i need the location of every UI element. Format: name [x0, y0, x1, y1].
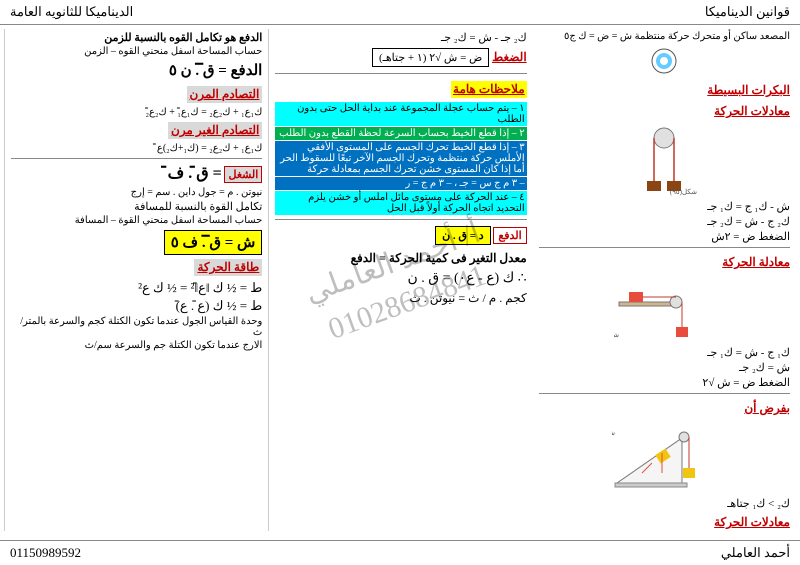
eq-ke2: ط = ½ ك (ع̄ . ع̄): [11, 298, 262, 314]
box-pressure: ض = ش √٢ (١ + جتاهـ): [372, 48, 489, 67]
eq4: ك₁ ج - ش = ك₁ جـ: [539, 346, 790, 359]
heading-assume: بفرض أن: [744, 401, 790, 416]
heading-impulse: الدفع: [493, 227, 526, 244]
eq-impulse-int: الدفع = ق̅ . ن ٥: [11, 61, 262, 80]
footer-left: 01150989592: [10, 545, 81, 561]
heading-motion-eq: معادلات الحركة: [714, 104, 790, 119]
work-int: تكامل القوة بالنسبة للمسافة: [11, 200, 262, 213]
note-3b: – ٣ م ج س = جـ ، – ٣ م ج = ر: [275, 177, 526, 190]
column-1: المصعد ساكن أو متحرك حركة منتظمة ش = ض =…: [533, 29, 796, 531]
pulley-simple-diagram: شكل(٩٥): [619, 126, 709, 196]
eq-elastic: ك₁ع₁ + ك₂ع₂ = ك₁ع̄₁ + ك₂ع̄₂: [11, 107, 262, 118]
eq3: الضغط ض = ٢ش: [539, 230, 790, 243]
note-1: ١ – يتم حساب عجلة المجموعة عند بداية الح…: [275, 102, 526, 126]
divider: [539, 393, 790, 394]
divider: [275, 73, 526, 74]
eq-top2: ك₂ جـ - ش = ك₂ جـ: [275, 31, 526, 44]
eq-ke1: ط = ½ ك ‖ع̄‖² = ½ ك ع²: [11, 280, 262, 296]
eq-elevator: المصعد ساكن أو متحرك حركة منتظمة ش = ض =…: [539, 31, 790, 42]
incline-diagram: شكل (٩٧): [612, 423, 717, 493]
heading-elastic: التصادم المرن: [187, 86, 263, 103]
heading-work: الشغل: [224, 166, 262, 183]
heading-pressure: الضغط: [492, 50, 527, 65]
wheel-icon: [649, 46, 679, 76]
impulse-def: الدفع هو تكامل القوه بالنسبة للزمن: [11, 31, 262, 44]
svg-text:شكل (٩٧): شكل (٩٧): [612, 429, 615, 437]
box-work2: ش = ق̅ . ف ٥: [164, 230, 263, 255]
column-2: ك₂ جـ - ش = ك₂ جـ الضغط ض = ش √٢ (١ + جت…: [268, 29, 532, 531]
eq7: ك₂ > ك₁ جتاهـ: [539, 497, 790, 510]
eq-inelastic: ك₁ع₁ + ك₂ع₂ = (ك₁+ك₂)ع̄: [11, 143, 262, 154]
box-impulse: د = ق . ن: [435, 226, 491, 245]
heading-notes: ملاحظات هامة: [451, 81, 527, 98]
eq2: ك₂ ج - ش = ك₂ جـ: [539, 215, 790, 228]
page-body: المصعد ساكن أو متحرك حركة منتظمة ش = ض =…: [0, 25, 800, 535]
page-header: قوانين الديناميكا الديناميكا للثانويه ال…: [0, 0, 800, 25]
divider: [275, 219, 526, 220]
header-right: قوانين الديناميكا: [705, 4, 790, 20]
header-left: الديناميكا للثانويه العامة: [10, 4, 133, 20]
heading-motion-eq3: معادلات الحركة: [714, 515, 790, 530]
pulley-table-diagram: شكل (٩٦): [614, 277, 714, 342]
note-units2: الارج عندما تكون الكتلة جم والسرعة سم/ث: [11, 340, 262, 351]
note-3: ٣ – إذا قطع الخيط تحرك الجسم على المستوى…: [275, 141, 526, 176]
note-units: وحدة القياس الجول عندما تكون الكتلة كجم …: [11, 316, 262, 338]
eq6: الضغط ض = ش √٢: [539, 376, 790, 389]
svg-text:شكل (٩٦): شكل (٩٦): [614, 331, 619, 339]
heading-inelastic: التصادم الغير مرن: [168, 122, 262, 139]
footer-right: أحمد العاملي: [721, 545, 790, 561]
divider: [11, 158, 262, 159]
heading-pulleys: البكرات البسيطة: [707, 83, 790, 98]
eq-impulse: ∴ ك (ع - ع٠) = ق . ن: [275, 270, 526, 287]
units-work: نيوتن . م = جول داين . سم = إرج: [11, 187, 262, 198]
eq1: ش - ك₁ ج = ك₁ جـ: [539, 200, 790, 213]
work-area: حساب المساحة اسفل منحني القوة – المسافة: [11, 215, 262, 226]
page-footer: أحمد العاملي 01150989592: [0, 540, 800, 565]
note-4: ٤ – عند الحركة على مستوى مائل املس أو خش…: [275, 191, 526, 215]
eq5: ش = ك₂ جـ: [539, 361, 790, 374]
heading-motion-eq2: معادلة الحركة: [722, 255, 790, 270]
impulse-area: حساب المساحة اسفل منحني القوه – الزمن: [11, 46, 262, 57]
units-impulse: كجم . م / ث = نيوتن . ث: [275, 291, 526, 306]
impulse-rate: معدل التغير فى كمية الحركة = الدفع: [275, 251, 526, 266]
note-2: ٢ – إذا قطع الخيط بحساب السرعة لحظة القط…: [275, 127, 526, 140]
divider: [539, 247, 790, 248]
column-3: الدفع هو تكامل القوه بالنسبة للزمن حساب …: [4, 29, 268, 531]
box-work: = ق̄ . ف̄: [168, 165, 222, 182]
svg-text:شكل(٩٥): شكل(٩٥): [670, 188, 697, 196]
heading-ke: طاقة الحركة: [194, 259, 262, 276]
